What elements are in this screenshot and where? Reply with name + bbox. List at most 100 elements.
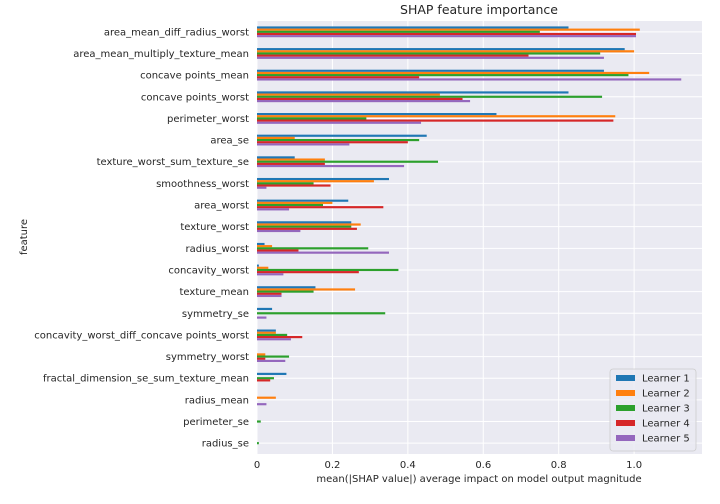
bar [257,119,614,122]
bar [257,294,282,298]
y-tick-label: concave points_mean [140,71,249,82]
legend-swatch [616,405,635,411]
bar [257,93,440,96]
bar [257,245,273,248]
bar [257,359,286,362]
bar [257,223,361,226]
bar [257,247,369,250]
bar [257,141,408,144]
bar [257,292,282,295]
legend-label: Learner 2 [642,389,690,400]
bar [257,396,276,399]
bar [257,186,267,189]
bar [257,355,290,358]
bar [257,74,629,77]
bar [257,307,273,311]
bar [257,113,497,116]
bar [257,95,603,98]
bar [257,331,276,334]
bar [257,442,259,445]
bar [257,203,323,207]
bar [257,164,405,168]
x-tick-labels: 0 0.2 0.4 0.6 0.8 1.0 [254,460,642,471]
bar [257,271,359,274]
bar [257,273,284,276]
y-tick-label: radius_mean [185,395,249,406]
bar [257,35,637,38]
bar [257,180,374,183]
bar [257,100,471,103]
bar [257,182,314,185]
bar [257,206,384,209]
bar [257,420,261,423]
bars [257,26,682,445]
y-axis-label: feature [19,219,30,255]
bar [257,69,604,72]
legend-label: Learner 4 [642,419,690,430]
y-tick-label: smoothness_worst [156,179,249,190]
bar [257,97,463,101]
bar [257,138,420,142]
bar [257,177,389,181]
y-tick-label: radius_se [202,439,249,450]
y-tick-label: area_worst [194,201,249,212]
y-tick-label: perimeter_worst [167,114,249,125]
bar [257,316,267,319]
bar [257,56,604,59]
bar [257,136,295,139]
legend: Learner 1 Learner 2 Learner 3 Learner 4 Lear… [609,368,697,452]
bar [257,162,325,165]
bar [257,201,333,204]
bar [257,91,569,94]
bar [257,249,299,252]
bar [257,229,301,233]
bar [257,225,352,228]
bar [257,242,265,246]
y-tick-label: concavity_worst_diff_concave points_wors… [34,330,249,341]
y-tick-label: perimeter_se [183,417,249,428]
bar [257,268,399,272]
bar [257,156,295,159]
bar [257,372,287,375]
x-tick-label: 0 [254,460,260,471]
y-tick-label: symmetry_worst [166,352,249,363]
bar [257,312,386,315]
bar [257,184,331,187]
y-tick-label: area_se [210,136,249,147]
bar [257,54,529,57]
legend-swatch [616,390,635,396]
legend-label: Learner 3 [642,404,690,415]
bar [257,266,269,269]
bar [257,117,367,120]
x-tick-label: 0.6 [475,460,491,471]
y-tick-label: radius_worst [186,244,250,255]
bar [257,143,350,146]
bar [257,158,325,161]
bar [257,333,288,337]
legend-swatch [616,420,635,426]
bar [257,26,569,29]
chart-title: SHAP feature importance [400,2,558,17]
bar [257,28,640,31]
y-tick-label: texture_mean [180,287,249,298]
y-tick-labels: area_mean_diff_radius_worst area_mean_mul… [34,27,249,449]
y-tick-label: area_mean_multiply_texture_mean [73,49,249,60]
bar [257,290,314,293]
x-tick-label: 0.2 [324,460,340,471]
legend-swatch [616,435,635,441]
x-tick-label: 1.0 [626,460,642,471]
bar [257,221,352,224]
y-tick-label: texture_worst_sum_texture_se [97,157,249,168]
bar [257,336,303,339]
bar [257,286,316,289]
bar [257,78,682,81]
bar [257,329,276,332]
legend-swatch [616,375,635,381]
bar [257,288,356,291]
bar [257,403,267,406]
bar [257,115,616,118]
bar [257,32,637,36]
legend-box [609,368,697,452]
legend-label: Learner 1 [642,374,690,385]
